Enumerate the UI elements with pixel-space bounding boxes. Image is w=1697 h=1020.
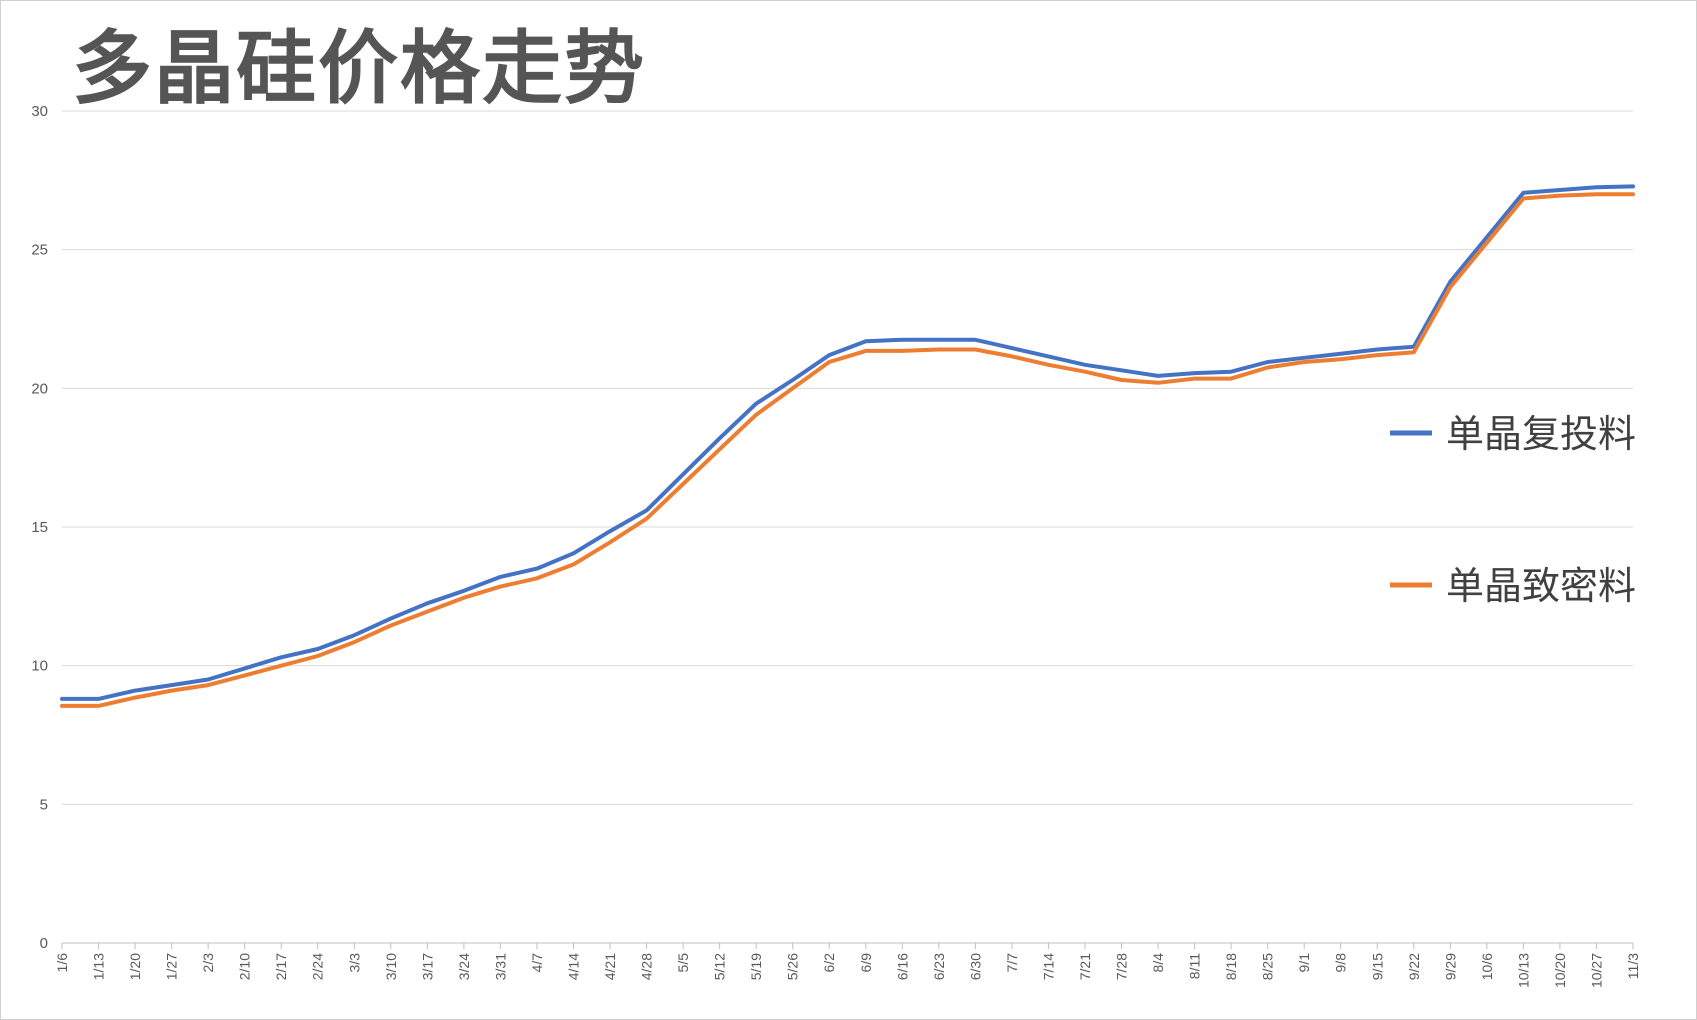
x-tick-label: 8/4 — [1150, 953, 1166, 973]
x-tick-label: 6/23 — [931, 953, 947, 980]
x-tick-label: 6/30 — [967, 953, 983, 980]
x-tick-label: 3/17 — [419, 953, 435, 980]
x-tick-label: 10/20 — [1552, 953, 1568, 988]
x-tick-label: 6/16 — [894, 953, 910, 980]
x-tick-label: 5/5 — [675, 953, 691, 973]
x-tick-label: 9/15 — [1369, 953, 1385, 980]
x-tick-label: 7/28 — [1114, 953, 1130, 980]
y-tick-label: 30 — [31, 103, 48, 120]
x-tick-label: 2/24 — [310, 953, 326, 980]
series-line-1 — [60, 184, 1635, 701]
x-tick-label: 4/21 — [602, 953, 618, 980]
x-tick-label: 2/3 — [200, 953, 216, 973]
x-tick-label: 10/27 — [1588, 953, 1604, 988]
x-tick-label: 9/1 — [1296, 953, 1312, 973]
x-tick-label: 8/25 — [1260, 953, 1276, 980]
x-tick-label: 1/6 — [54, 953, 70, 973]
x-tick-label: 1/13 — [91, 953, 107, 980]
x-tick-label: 11/3 — [1625, 953, 1641, 979]
y-tick-label: 25 — [31, 242, 48, 259]
x-tick-label: 6/9 — [858, 953, 874, 973]
x-tick-label: 1/27 — [164, 953, 180, 980]
x-tick-label: 7/14 — [1040, 953, 1056, 980]
x-tick-label: 3/10 — [383, 953, 399, 980]
x-tick-label: 7/7 — [1004, 953, 1020, 973]
x-tick-label: 3/3 — [346, 953, 362, 973]
gridlines — [62, 110, 1633, 944]
x-tick-label: 4/7 — [529, 953, 545, 973]
y-tick-label: 5 — [40, 796, 48, 813]
x-tick-label: 8/11 — [1187, 953, 1203, 979]
x-tick-label: 5/12 — [712, 953, 728, 980]
x-tick-label: 10/13 — [1515, 953, 1531, 988]
x-tick-label: 3/24 — [456, 953, 472, 980]
x-tick-label: 5/26 — [785, 953, 801, 980]
x-tick-label: 5/19 — [748, 953, 764, 980]
x-tick-label: 9/29 — [1442, 953, 1458, 980]
x-tick-label: 2/17 — [273, 953, 289, 980]
legend-label-1: 单晶复投料 — [1446, 412, 1636, 456]
y-tick-label: 15 — [31, 519, 48, 536]
x-tick-label: 6/2 — [821, 953, 837, 973]
x-tick-label: 1/20 — [127, 953, 143, 980]
chart-title: 多晶硅价格走势 — [72, 22, 646, 115]
x-tick-label: 7/21 — [1077, 953, 1093, 980]
legend-label-2: 单晶致密料 — [1446, 564, 1636, 608]
y-tick-label: 10 — [31, 658, 48, 675]
x-tick-label: 8/18 — [1223, 953, 1239, 980]
x-tick-label: 3/31 — [492, 953, 508, 980]
y-axis-ticks: 0 5 10 15 20 25 30 — [31, 103, 48, 952]
series-line-2 — [60, 192, 1635, 708]
y-tick-label: 20 — [31, 380, 48, 397]
x-axis: 1/6 1/13 1/20 1/27 2/3 2/10 2/17 2/24 3/3 3/10 3/1… — [54, 943, 1641, 988]
x-tick-label: 4/28 — [639, 953, 655, 980]
x-tick-label: 4/14 — [565, 953, 581, 980]
series-lines — [60, 184, 1635, 708]
x-tick-label: 10/6 — [1479, 953, 1495, 980]
x-tick-label: 2/10 — [237, 953, 253, 980]
x-tick-label: 9/22 — [1406, 953, 1422, 980]
y-tick-label: 0 — [40, 935, 48, 952]
x-tick-label: 9/8 — [1333, 953, 1349, 973]
